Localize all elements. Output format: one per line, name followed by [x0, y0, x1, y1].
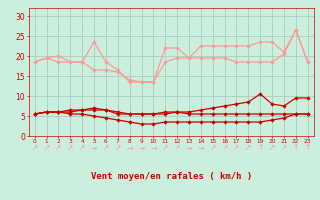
Text: ↗: ↗	[103, 144, 109, 152]
Text: ↗: ↗	[174, 144, 180, 152]
Text: ↑: ↑	[257, 144, 263, 152]
Text: →: →	[150, 144, 156, 152]
Text: ↗: ↗	[32, 144, 38, 152]
Text: ↗: ↗	[269, 144, 275, 152]
Text: ↗: ↗	[55, 144, 62, 152]
Text: →: →	[198, 144, 204, 152]
Text: ↗: ↗	[245, 144, 252, 152]
Text: Vent moyen/en rafales ( km/h ): Vent moyen/en rafales ( km/h )	[91, 172, 252, 181]
Text: ↗: ↗	[221, 144, 228, 152]
Text: →: →	[126, 144, 133, 152]
Text: ↗: ↗	[67, 144, 74, 152]
Text: ↗: ↗	[281, 144, 287, 152]
Text: ↗: ↗	[162, 144, 168, 152]
Text: ↗: ↗	[233, 144, 240, 152]
Text: ↗: ↗	[115, 144, 121, 152]
Text: →: →	[91, 144, 97, 152]
Text: →: →	[138, 144, 145, 152]
Text: ↗: ↗	[210, 144, 216, 152]
Text: →: →	[186, 144, 192, 152]
Text: ↗: ↗	[44, 144, 50, 152]
Text: ↗: ↗	[79, 144, 85, 152]
Text: ↑: ↑	[304, 144, 311, 152]
Text: ↑: ↑	[292, 144, 299, 152]
